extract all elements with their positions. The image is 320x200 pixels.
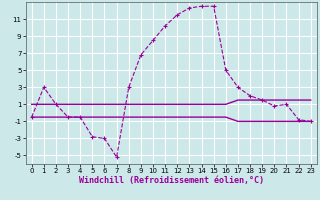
X-axis label: Windchill (Refroidissement éolien,°C): Windchill (Refroidissement éolien,°C)	[79, 176, 264, 185]
